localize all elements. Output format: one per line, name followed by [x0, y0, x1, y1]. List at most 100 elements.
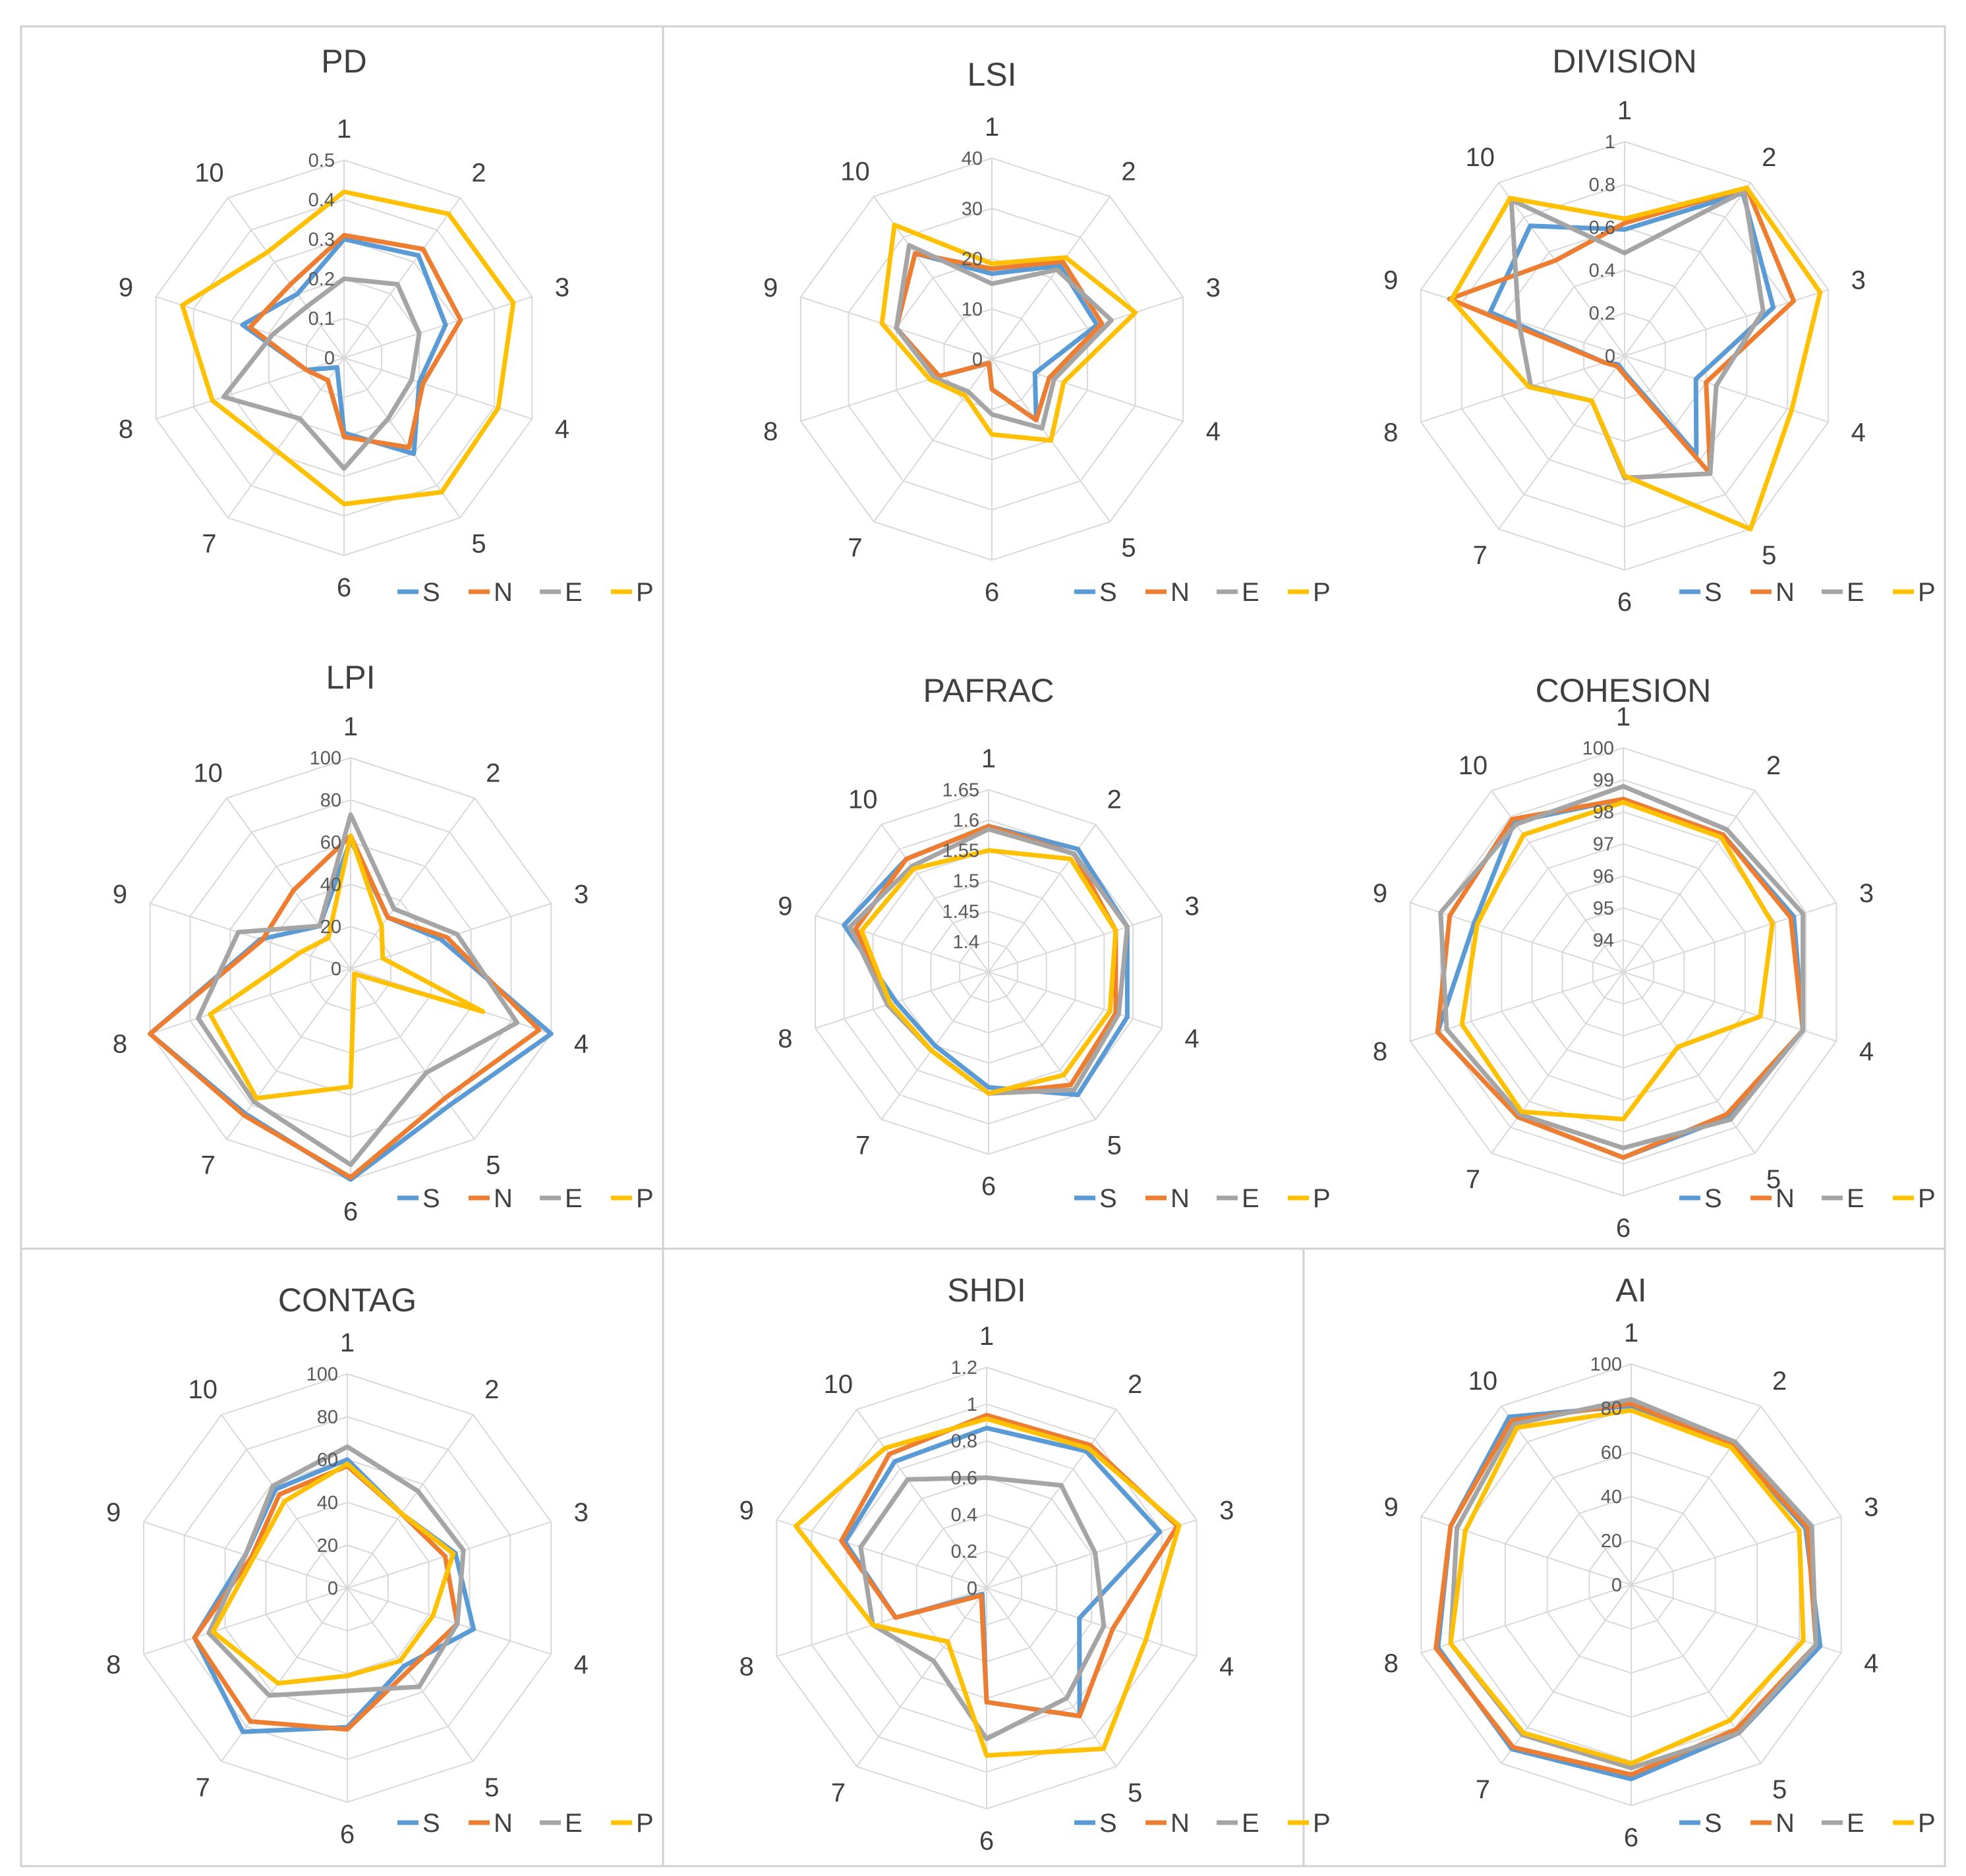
axis-spoke — [815, 971, 989, 1029]
category-label: 9 — [739, 1496, 754, 1525]
series-E-line — [1438, 783, 1806, 1151]
category-label: 3 — [1859, 879, 1874, 908]
series-P-line — [1449, 185, 1823, 532]
category-label: 6 — [1624, 1823, 1638, 1852]
radar-panel-pafrac: 1.4 1.45 1.5 1.55 1.6 1.651 2 3 4 5 6 7 8 9 10 PAFRAC S N… — [778, 672, 1330, 1213]
axis-spoke — [343, 296, 533, 358]
axis-spoke — [776, 1587, 987, 1657]
legend-label-E: E — [1847, 578, 1865, 607]
tick-label: 0 — [331, 959, 341, 980]
series-E-line — [1448, 1397, 1818, 1771]
axis-spoke — [986, 1587, 1197, 1657]
category-label: 4 — [1219, 1652, 1234, 1681]
category-label: 6 — [343, 1197, 358, 1226]
category-label: 4 — [1206, 417, 1221, 446]
category-label: 6 — [337, 573, 351, 602]
tick-label: 1.2 — [951, 1357, 977, 1379]
tick-label: 100 — [306, 1364, 338, 1385]
legend-label-S: S — [1704, 1809, 1722, 1838]
series-N-line — [894, 251, 1105, 423]
tick-label: 0 — [972, 349, 983, 370]
category-label: 8 — [1383, 418, 1398, 447]
tick-label: 1.4 — [953, 932, 979, 953]
axis-spoke — [227, 197, 345, 358]
category-label: 1 — [340, 1328, 355, 1357]
tick-label: 0.4 — [1589, 260, 1615, 281]
tick-label: 0.6 — [1589, 217, 1615, 239]
axis-spoke — [347, 1587, 552, 1655]
axis-spoke — [991, 196, 1111, 360]
tick-label: 80 — [317, 1407, 338, 1428]
legend-label-P: P — [636, 1184, 654, 1213]
tick-label: 1.65 — [942, 780, 979, 801]
series-P-line — [1459, 800, 1775, 1122]
category-label: 4 — [574, 1030, 589, 1059]
tick-label: 94 — [1593, 930, 1614, 951]
axis-spoke — [1410, 901, 1624, 973]
axis-spoke — [1631, 1584, 1841, 1654]
axis-spoke — [1623, 971, 1756, 1154]
tick-label: 0 — [967, 1578, 977, 1599]
category-label: 5 — [484, 1773, 499, 1802]
legend-label-E: E — [1847, 1184, 1865, 1213]
category-label: 8 — [763, 417, 778, 446]
tick-label: 100 — [1590, 1354, 1622, 1375]
panel-title: LPI — [326, 659, 375, 696]
tick-label: 20 — [320, 917, 341, 938]
category-label: 5 — [471, 530, 486, 559]
category-label: 5 — [1762, 541, 1776, 570]
category-label: 6 — [1617, 588, 1632, 617]
category-label: 4 — [574, 1650, 589, 1679]
category-label: 9 — [778, 892, 792, 921]
series-N-line — [148, 833, 542, 1180]
legend-label-P: P — [1313, 1809, 1331, 1838]
category-label: 3 — [1206, 273, 1221, 302]
category-label: 6 — [981, 1172, 996, 1201]
axis-spoke — [881, 824, 989, 973]
category-label: 10 — [188, 1375, 218, 1404]
axis-spoke — [1624, 182, 1751, 356]
legend-label-N: N — [494, 578, 513, 607]
category-label: 7 — [1473, 541, 1488, 570]
category-label: 2 — [1107, 785, 1122, 814]
category-label: 2 — [1766, 751, 1781, 780]
tick-label: 40 — [1601, 1487, 1622, 1508]
category-label: 3 — [1864, 1493, 1878, 1522]
tick-label: 0.8 — [1589, 175, 1615, 196]
panel-title: COHESION — [1536, 672, 1712, 709]
panel-title: SHDI — [947, 1272, 1026, 1309]
category-label: 10 — [1468, 1367, 1498, 1396]
legend-label-S: S — [422, 1184, 440, 1213]
axis-spoke — [988, 971, 1097, 1120]
series-E-line — [858, 1475, 1107, 1742]
series-N-line — [192, 1464, 460, 1732]
tick-label: 0.6 — [951, 1468, 977, 1489]
axis-spoke — [986, 1409, 1117, 1589]
axis-spoke — [226, 797, 351, 969]
category-label: 1 — [981, 744, 996, 773]
tick-label: 0.3 — [308, 229, 335, 250]
axis-spoke — [1420, 355, 1625, 423]
tick-label: 1 — [967, 1394, 977, 1415]
category-label: 10 — [840, 157, 870, 186]
panel-title: AI — [1615, 1272, 1646, 1309]
category-label: 4 — [1859, 1037, 1874, 1066]
tick-label: 0.2 — [1589, 303, 1615, 324]
category-label: 8 — [106, 1650, 121, 1679]
axis-spoke — [991, 296, 1184, 360]
axis-spoke — [143, 1587, 348, 1655]
category-label: 6 — [985, 578, 999, 607]
legend-label-S: S — [422, 1809, 440, 1838]
tick-label: 1.55 — [942, 841, 979, 862]
category-label: 8 — [1373, 1037, 1387, 1066]
axis-spoke — [986, 1587, 1117, 1767]
legend-label-N: N — [1776, 1809, 1795, 1838]
category-label: 2 — [486, 758, 500, 787]
tick-label: 0 — [1605, 346, 1615, 367]
axis-spoke — [1498, 182, 1625, 356]
panel-title: DIVISION — [1552, 43, 1696, 80]
